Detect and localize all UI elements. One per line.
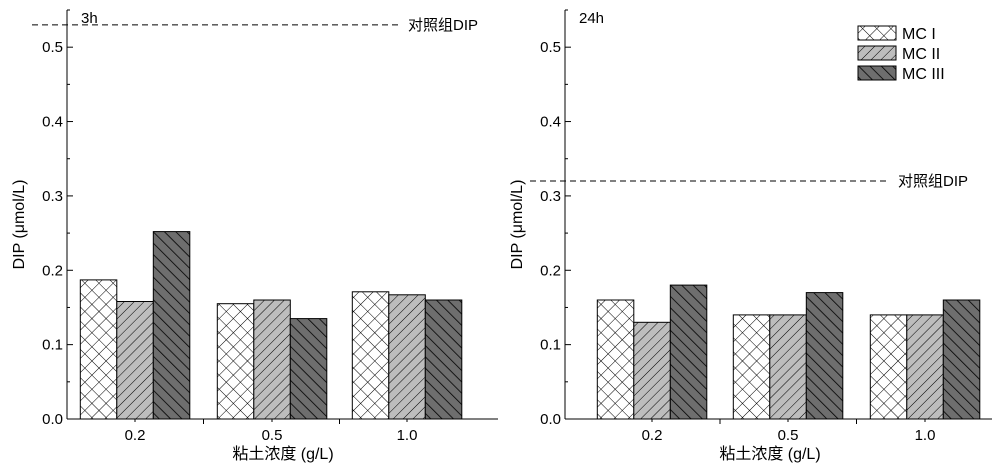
- legend-label: MC I: [902, 26, 936, 43]
- bar-mc-ii-1.0: [388, 294, 426, 420]
- x-tick-label: 0.2: [125, 427, 146, 444]
- y-tick-label: 0.1: [540, 337, 561, 354]
- y-tick-label: 0.0: [540, 411, 561, 428]
- bar-mc-i-0.2: [596, 299, 635, 420]
- bar-mc-ii-0.2: [116, 301, 154, 420]
- x-axis-title: 粘土浓度 (g/L): [719, 445, 820, 463]
- bar-mc-i-0.2: [79, 279, 118, 420]
- chart-panel-3h: 0.0 0.1 0.2 0.3 0.4 0.5 0.2 0.5 1.0 粘土浓度 (g/L) DIP…: [11, 9, 498, 463]
- legend-label: MC III: [902, 66, 945, 83]
- bar-mc-iii-0.2: [152, 231, 191, 420]
- x-tick-label: 0.5: [778, 427, 799, 444]
- bar-mc-ii-0.2: [633, 321, 671, 420]
- bar-mc-iii-0.2: [669, 284, 708, 420]
- bar-mc-iii-1.0: [424, 299, 463, 420]
- bar-mc-ii-0.5: [253, 299, 291, 420]
- x-tick-label: 0.2: [642, 427, 663, 444]
- y-tick-label: 0.2: [42, 262, 63, 279]
- y-tick-label: 0.3: [42, 188, 63, 205]
- x-tick-label: 1.0: [397, 427, 418, 444]
- bar-mc-ii-0.5: [769, 314, 807, 420]
- y-tick-label: 0.1: [42, 337, 63, 354]
- x-axis-title: 粘土浓度 (g/L): [232, 445, 333, 463]
- y-tick-label: 0.5: [42, 39, 63, 56]
- y-axis-title: DIP (μmol/L): [11, 180, 28, 270]
- legend-label: MC II: [902, 46, 940, 63]
- y-tick-label: 0.0: [42, 411, 63, 428]
- y-tick-label: 0.4: [42, 114, 63, 131]
- panel-label: 24h: [579, 10, 604, 27]
- x-tick-label: 1.0: [915, 427, 936, 444]
- panel-label: 3h: [81, 10, 98, 27]
- y-tick-label: 0.5: [540, 39, 561, 56]
- bar-mc-i-0.5: [216, 303, 255, 420]
- reference-line-label: 对照组DIP: [408, 17, 478, 34]
- bar-mc-i-0.5: [732, 314, 771, 420]
- reference-line-label: 对照组DIP: [898, 173, 968, 190]
- bar-mc-ii-1.0: [906, 314, 944, 420]
- y-tick-label: 0.2: [540, 262, 561, 279]
- legend-swatch: [857, 65, 897, 81]
- legend-swatch: [857, 45, 897, 61]
- y-tick-label: 0.3: [540, 188, 561, 205]
- y-axis-title: DIP (μmol/L): [509, 180, 526, 270]
- bar-mc-i-1.0: [869, 314, 908, 420]
- bar-mc-iii-1.0: [942, 299, 981, 420]
- y-tick-label: 0.4: [540, 114, 561, 131]
- bar-mc-iii-0.5: [289, 318, 328, 420]
- bar-mc-i-1.0: [351, 291, 390, 420]
- x-tick-label: 0.5: [262, 427, 283, 444]
- legend-swatch: [857, 25, 897, 41]
- bar-mc-iii-0.5: [805, 292, 844, 420]
- chart-panel-24h: 0.0 0.1 0.2 0.3 0.4 0.5 0.2 0.5 1.0 粘土浓度 (g/L) DIP…: [509, 9, 992, 463]
